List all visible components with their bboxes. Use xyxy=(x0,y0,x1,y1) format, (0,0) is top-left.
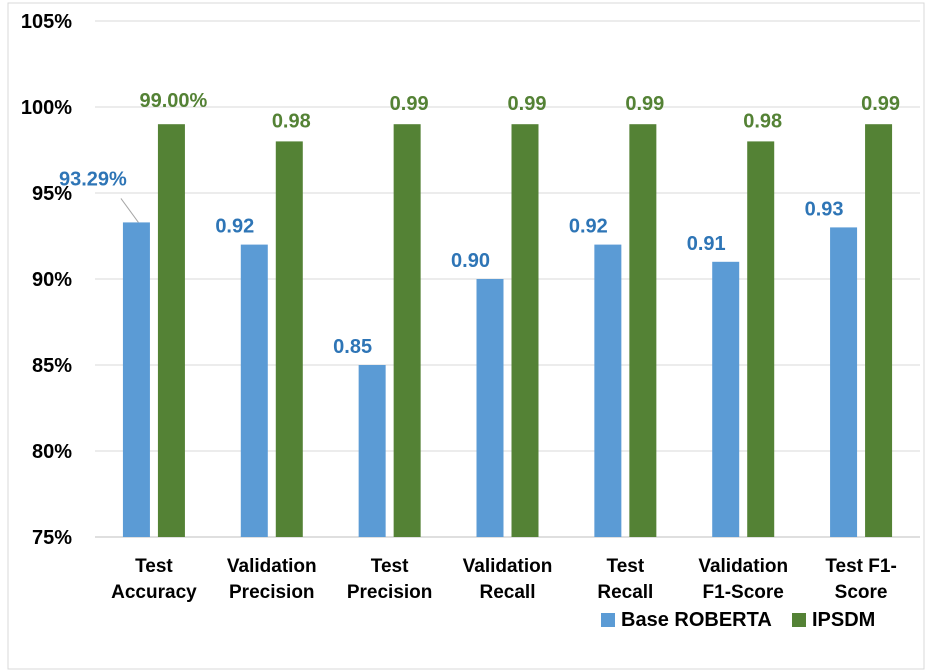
leader-line xyxy=(120,198,139,223)
y-tick-label: 95% xyxy=(32,183,72,205)
bar-base-roberta xyxy=(712,261,740,537)
data-label-base-roberta: 0.93 xyxy=(805,198,844,220)
data-label-ipsdm: 99.00% xyxy=(140,90,208,112)
x-category-label: Test xyxy=(371,556,409,577)
x-category-label: Validation xyxy=(698,556,788,577)
bar-ipsdm xyxy=(747,141,775,537)
x-category-label: Accuracy xyxy=(111,582,197,603)
bar-base-roberta xyxy=(830,227,858,537)
data-label-base-roberta: 0.85 xyxy=(333,336,372,358)
x-category-label: Precision xyxy=(229,582,315,603)
bar-ipsdm xyxy=(393,124,421,537)
x-category-label: Recall xyxy=(597,582,653,603)
x-category-label: Recall xyxy=(480,582,536,603)
bar-base-roberta xyxy=(476,279,504,537)
legend-swatch-ipsdm xyxy=(792,613,806,627)
data-label-base-roberta: 0.92 xyxy=(215,216,254,238)
x-category-label: Test xyxy=(135,556,173,577)
bar-base-roberta xyxy=(358,365,386,537)
bar-ipsdm xyxy=(157,124,185,537)
bar-base-roberta xyxy=(240,244,268,537)
x-category-label: Test xyxy=(607,556,645,577)
y-tick-label: 80% xyxy=(32,441,72,463)
y-tick-label: 90% xyxy=(32,269,72,291)
bar-ipsdm xyxy=(511,124,539,537)
data-label-base-roberta: 0.92 xyxy=(569,216,608,238)
data-label-ipsdm: 0.99 xyxy=(625,93,664,115)
x-category-label: Validation xyxy=(463,556,553,577)
y-tick-label: 100% xyxy=(21,97,72,119)
x-category-label: Validation xyxy=(227,556,317,577)
data-label-base-roberta: 0.91 xyxy=(687,233,726,255)
bar-ipsdm xyxy=(865,124,893,537)
data-label-base-roberta: 93.29% xyxy=(59,168,127,190)
x-category-label: F1-Score xyxy=(703,582,784,603)
bar-ipsdm xyxy=(629,124,657,537)
data-label-ipsdm: 0.99 xyxy=(508,93,547,115)
legend-swatch-base-roberta xyxy=(601,613,615,627)
y-tick-label: 85% xyxy=(32,355,72,377)
x-category-label: Precision xyxy=(347,582,433,603)
data-label-ipsdm: 0.99 xyxy=(390,93,429,115)
data-label-ipsdm: 0.98 xyxy=(743,110,782,132)
legend-label-ipsdm: IPSDM xyxy=(812,609,875,631)
bar-base-roberta xyxy=(122,222,150,538)
y-tick-label: 105% xyxy=(21,11,72,33)
bar-ipsdm xyxy=(275,141,303,537)
x-category-label: Score xyxy=(835,582,888,603)
data-label-ipsdm: 0.99 xyxy=(861,93,900,115)
data-label-base-roberta: 0.90 xyxy=(451,250,490,272)
x-category-label: Test F1- xyxy=(825,556,896,577)
legend-label-base-roberta: Base ROBERTA xyxy=(621,609,772,631)
y-tick-label: 75% xyxy=(32,527,72,549)
bar-base-roberta xyxy=(594,244,622,537)
data-label-ipsdm: 0.98 xyxy=(272,110,311,132)
